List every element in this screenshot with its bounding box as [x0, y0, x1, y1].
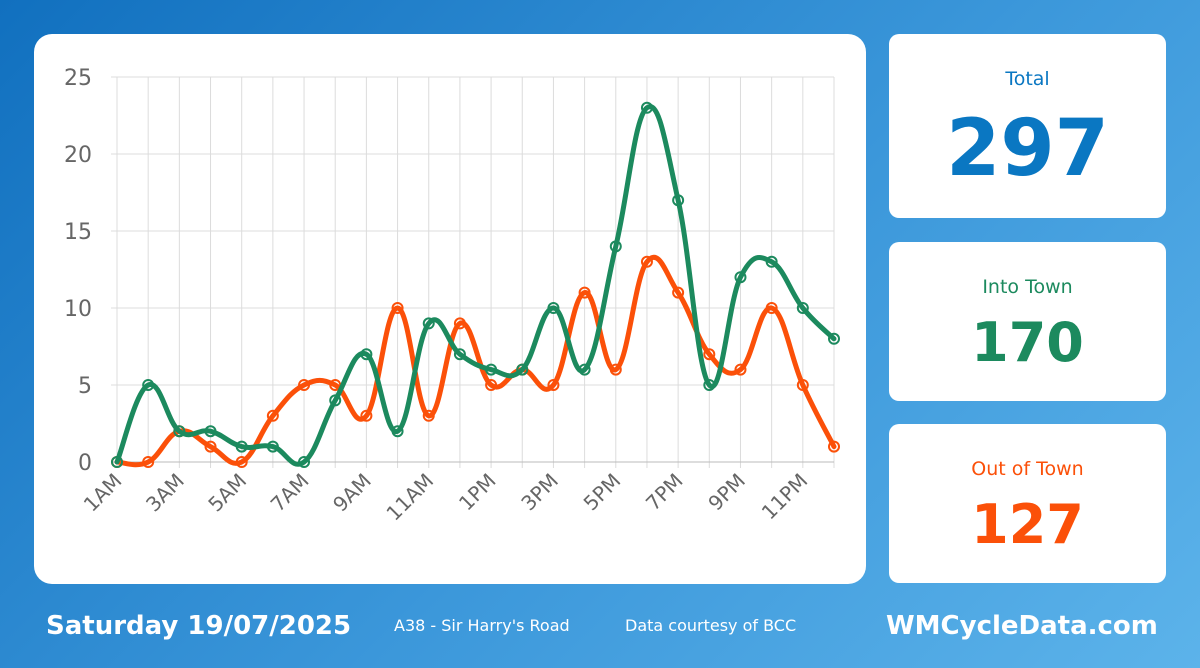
into-town-label: Into Town: [982, 276, 1073, 298]
series-0-point: [453, 317, 466, 330]
x-tick-label: 3AM: [141, 469, 189, 517]
total-value: 297: [946, 104, 1109, 194]
series-1-point: [391, 425, 404, 438]
x-tick-label: 11AM: [381, 469, 438, 526]
series-0-point: [734, 363, 747, 376]
series-1-point: [235, 440, 248, 453]
series-1-point: [609, 240, 622, 253]
series-0-point: [298, 379, 311, 391]
series-0-point: [672, 286, 685, 299]
series-0-point: [266, 409, 279, 422]
series-1-point: [329, 394, 342, 407]
x-tick-label: 5PM: [579, 469, 626, 516]
series-0-point: [360, 409, 373, 422]
series-0-point: [235, 456, 248, 468]
series-1-point: [485, 363, 498, 376]
series-1-point: [298, 456, 311, 468]
series-1-point: [173, 425, 186, 438]
chart-card: 0 5 10 15 20 25 1AM 3AM 5AM 7AM 9AM 11AM 1PM 3PM 5PM 7P…: [34, 34, 866, 584]
series-1-line: [114, 104, 837, 467]
series-1-point: [142, 379, 155, 391]
series-1-point: [765, 255, 778, 268]
series-0-point: [547, 379, 560, 391]
total-label: Total: [1005, 68, 1050, 90]
series-0-point: [703, 348, 716, 361]
series-0-point: [828, 440, 840, 453]
y-tick-label: 5: [78, 374, 92, 399]
series-0-point: [578, 286, 591, 299]
series-1-point: [204, 425, 217, 438]
series-1-point: [453, 348, 466, 361]
x-tick-label: 9PM: [703, 469, 750, 516]
y-tick-label: 25: [64, 66, 92, 91]
footer-credit: Data courtesy of BCC: [625, 616, 797, 635]
series-0-point: [640, 255, 653, 268]
y-tick-label: 20: [64, 143, 92, 168]
series-0-point: [796, 379, 809, 391]
x-tick-label: 7PM: [641, 469, 688, 516]
series-1-point: [796, 302, 809, 314]
footer-location: A38 - Sir Harry's Road: [394, 616, 570, 635]
x-tick-label: 7AM: [266, 469, 314, 517]
out-of-town-card: Out of Town 127: [889, 424, 1166, 583]
series-1-point: [828, 332, 840, 345]
y-tick-label: 10: [64, 297, 92, 322]
y-tick-label: 15: [64, 220, 92, 245]
x-tick-label: 1PM: [454, 469, 501, 516]
series-1-point: [422, 317, 435, 330]
out-of-town-label: Out of Town: [971, 458, 1084, 480]
x-tick-label: 11PM: [757, 469, 813, 525]
series-1-point: [578, 363, 591, 376]
total-card: Total 297: [889, 34, 1166, 218]
footer-date: Saturday 19/07/2025: [46, 611, 352, 641]
series-1-point: [266, 440, 279, 453]
out-of-town-value: 127: [971, 493, 1084, 556]
y-tick-label: 0: [78, 451, 92, 476]
series-0-line: [114, 254, 837, 468]
series-0-point: [485, 379, 498, 391]
series-0-point: [422, 409, 435, 422]
series-0-point: [391, 302, 404, 314]
series-1-point: [640, 101, 653, 114]
series-1-point: [516, 363, 529, 376]
series-0-point: [765, 302, 778, 314]
series-0-point: [142, 456, 155, 468]
into-town-card: Into Town 170: [889, 242, 1166, 401]
series-0-point: [609, 363, 622, 376]
series-1-point: [672, 194, 685, 207]
footer-site: WMCycleData.com: [886, 611, 1158, 641]
series-1-point: [111, 456, 123, 468]
series-0-point: [204, 440, 217, 453]
series-1-point: [360, 348, 373, 361]
x-tick-label: 5AM: [203, 469, 251, 517]
x-tick-label: 9AM: [328, 469, 376, 517]
series-1-point: [547, 302, 560, 314]
series-1-point: [734, 271, 747, 284]
series-1-point: [703, 379, 716, 391]
into-town-value: 170: [971, 311, 1084, 374]
x-tick-label: 3PM: [516, 469, 563, 516]
